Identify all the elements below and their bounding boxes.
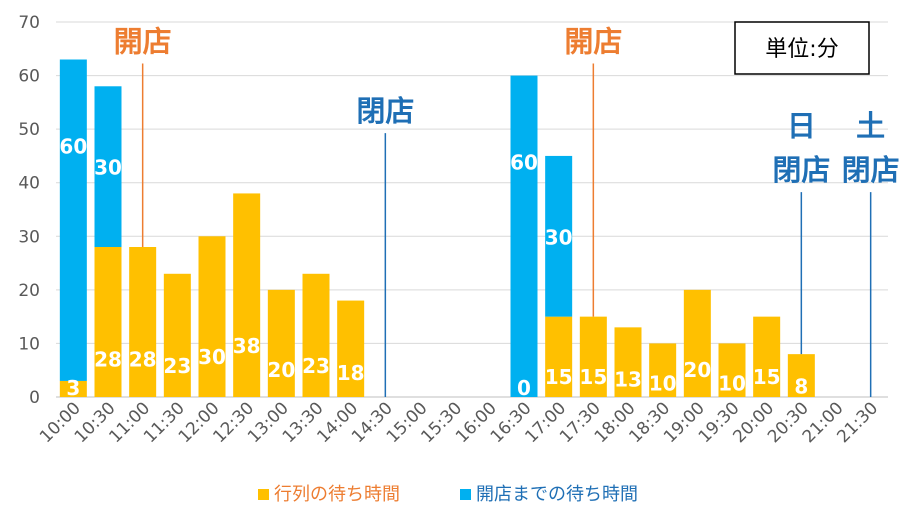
data-label: 28 <box>94 348 122 372</box>
annotation-label: 閉店 <box>356 94 414 128</box>
annotation-label: 土 <box>856 109 885 143</box>
bars <box>59 59 815 398</box>
annotation-label: 閉店 <box>772 153 830 187</box>
y-tick-label: 70 <box>18 13 40 33</box>
data-label: 15 <box>545 365 573 389</box>
bar-queue-17:00 <box>545 316 573 397</box>
y-axis: 0 10 20 30 40 50 60 70 <box>18 13 40 408</box>
data-label: 10 <box>649 372 677 396</box>
unit-box-text: 単位:分 <box>765 37 838 62</box>
bar-queue-18:30 <box>649 343 677 397</box>
bar-queue-12:30 <box>233 193 261 397</box>
bar-preopen-16:30 <box>510 75 538 398</box>
data-label: 10 <box>718 372 746 396</box>
bar-preopen-17:00 <box>545 155 573 317</box>
gridlines <box>56 21 888 398</box>
bar-queue-20:00 <box>753 316 781 397</box>
bar-queue-13:00 <box>267 289 295 397</box>
y-tick-label: 60 <box>18 67 40 87</box>
bar-queue-13:30 <box>302 273 330 397</box>
y-tick-label: 10 <box>18 334 40 354</box>
y-tick-label: 0 <box>29 388 40 408</box>
data-label: 38 <box>233 334 261 358</box>
data-label: 13 <box>614 368 642 392</box>
bar-queue-12:00 <box>198 236 226 397</box>
data-label: 15 <box>579 365 607 389</box>
data-label: 15 <box>753 365 781 389</box>
legend-label: 開店までの待ち時間 <box>476 484 638 505</box>
bar-queue-19:30 <box>718 343 746 397</box>
legend-label: 行列の待ち時間 <box>274 484 400 505</box>
bar-queue-19:00 <box>683 289 711 397</box>
bar-queue-11:00 <box>129 247 157 397</box>
bar-queue-14:00 <box>337 300 365 397</box>
x-axis: 10:0010:3011:0011:3012:0012:3013:0013:30… <box>36 398 882 447</box>
data-label: 23 <box>163 354 191 378</box>
data-label: 3 <box>66 376 80 400</box>
annotation-label: 日 <box>787 109 816 143</box>
bar-queue-10:30 <box>94 247 122 397</box>
data-label: 23 <box>302 354 330 378</box>
legend: 行列の待ち時間 開店までの待ち時間 <box>258 484 638 505</box>
y-tick-label: 30 <box>18 227 40 247</box>
bar-queue-18:00 <box>614 327 642 397</box>
data-label: 20 <box>683 358 711 382</box>
data-label: 30 <box>94 156 122 180</box>
bar-queue-10:00 <box>59 380 87 397</box>
y-tick-label: 50 <box>18 120 40 140</box>
x-tick-label: 21:30 <box>833 398 882 447</box>
data-label: 18 <box>337 361 365 385</box>
annotation-label: 閉店 <box>842 153 900 187</box>
data-label: 30 <box>545 225 573 249</box>
bar-preopen-10:30 <box>94 86 122 248</box>
data-label: 30 <box>198 345 226 369</box>
bar-queue-11:30 <box>163 273 191 397</box>
unit-box-frame <box>734 21 870 75</box>
y-tick-label: 40 <box>18 174 40 194</box>
bar-queue-17:30 <box>579 316 607 397</box>
data-label: 8 <box>794 374 808 398</box>
legend-swatch <box>460 489 471 500</box>
bar-queue-20:30 <box>787 354 815 397</box>
legend-swatch <box>258 489 269 500</box>
unit-box: 単位:分 <box>734 21 870 75</box>
annotation-label: 開店 <box>114 25 172 59</box>
data-label: 20 <box>267 358 295 382</box>
annotation-label: 開店 <box>564 25 622 59</box>
data-label: 60 <box>59 134 87 158</box>
data-label: 0 <box>517 376 531 400</box>
bar-preopen-10:00 <box>59 59 87 381</box>
y-tick-label: 20 <box>18 281 40 301</box>
data-label: 60 <box>510 150 538 174</box>
data-label: 28 <box>129 348 157 372</box>
